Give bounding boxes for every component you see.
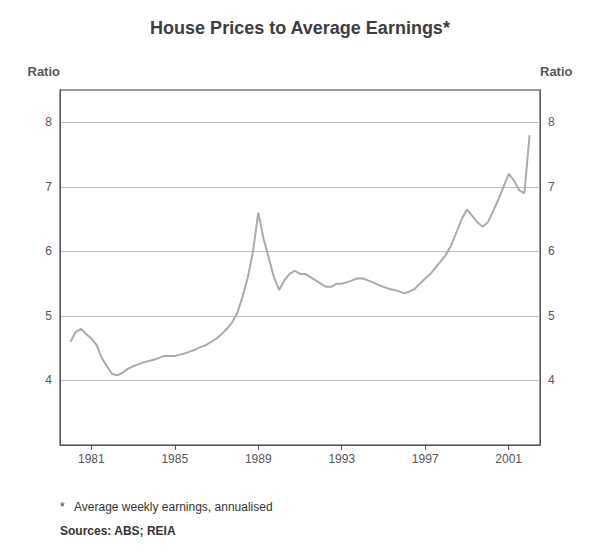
svg-text:8: 8 <box>45 115 52 129</box>
svg-text:2001: 2001 <box>495 452 522 466</box>
svg-text:1985: 1985 <box>161 452 188 466</box>
svg-text:6: 6 <box>548 244 555 258</box>
svg-text:* Average weekly earnings, a: * Average weekly earnings, annualised <box>60 500 273 514</box>
svg-text:5: 5 <box>45 309 52 323</box>
svg-text:1989: 1989 <box>245 452 272 466</box>
svg-text:7: 7 <box>548 180 555 194</box>
svg-text:Ratio: Ratio <box>28 64 61 79</box>
svg-text:4: 4 <box>45 373 52 387</box>
svg-text:8: 8 <box>548 115 555 129</box>
svg-text:House Prices to Average Earnin: House Prices to Average Earnings* <box>150 18 450 38</box>
svg-text:1997: 1997 <box>412 452 439 466</box>
svg-text:5: 5 <box>548 309 555 323</box>
svg-text:Sources: ABS; REIA: Sources: ABS; REIA <box>60 524 176 538</box>
svg-text:Ratio: Ratio <box>540 64 573 79</box>
svg-text:1993: 1993 <box>328 452 355 466</box>
svg-text:4: 4 <box>548 373 555 387</box>
svg-text:7: 7 <box>45 180 52 194</box>
svg-text:1981: 1981 <box>78 452 105 466</box>
svg-text:6: 6 <box>45 244 52 258</box>
